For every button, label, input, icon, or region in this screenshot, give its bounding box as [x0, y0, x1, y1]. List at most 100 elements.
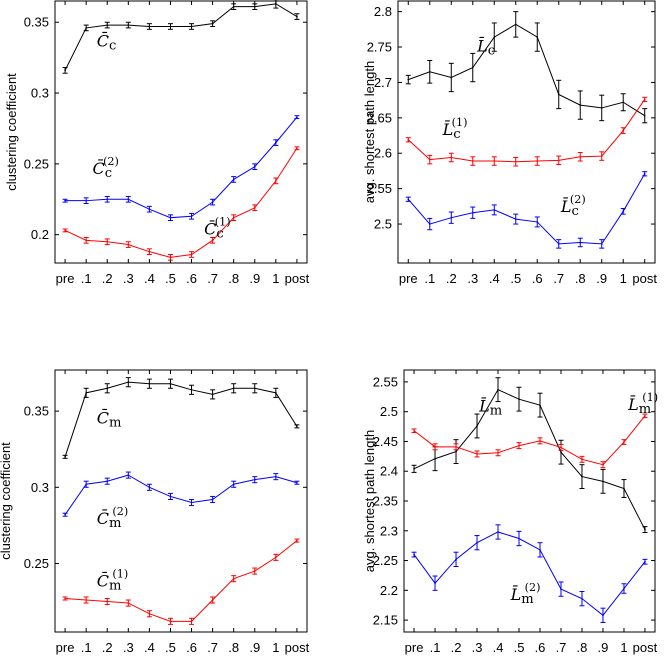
data-point	[557, 243, 560, 245]
data-point	[106, 480, 109, 482]
data-point	[518, 537, 520, 540]
error-bar	[62, 228, 68, 233]
error-bar	[620, 93, 626, 112]
data-point	[106, 198, 109, 201]
error-bar	[189, 617, 195, 625]
data-point	[64, 69, 66, 72]
data-point	[190, 25, 193, 28]
error-bar	[599, 94, 605, 122]
data-point	[232, 483, 235, 486]
y-axis-label: avg. shortest path length	[362, 430, 377, 572]
data-point	[148, 382, 151, 385]
x-tick-label: post	[633, 640, 658, 655]
x-tick-label: .9	[596, 271, 607, 286]
data-point	[275, 141, 277, 144]
data-point	[600, 107, 603, 109]
data-point	[232, 577, 235, 580]
error-bar	[620, 127, 626, 134]
x-tick-label: .3	[123, 640, 134, 655]
data-point	[85, 392, 87, 394]
data-point	[85, 239, 87, 242]
data-point	[127, 381, 130, 383]
y-axis-label: avg. shortest path length	[362, 61, 377, 203]
data-point	[560, 588, 562, 590]
error-bar	[189, 23, 195, 30]
data-point	[557, 93, 560, 96]
data-point	[579, 155, 582, 158]
error-bar	[210, 389, 216, 400]
error-bar	[125, 21, 131, 29]
data-point	[275, 180, 277, 182]
x-tick-label: .1	[424, 271, 435, 286]
error-bar	[470, 156, 476, 166]
error-bar	[405, 137, 411, 143]
data-point	[232, 5, 235, 8]
data-point	[581, 475, 583, 478]
data-point	[455, 446, 457, 448]
error-bar	[210, 198, 216, 206]
x-tick-label: .7	[556, 640, 567, 655]
data-point	[64, 597, 66, 600]
error-bar	[556, 239, 562, 249]
error-bar	[83, 237, 89, 244]
error-bar	[558, 439, 564, 465]
series-line	[407, 99, 646, 163]
data-point	[471, 211, 474, 214]
axes-frame	[54, 369, 308, 633]
error-bar	[642, 108, 648, 124]
y-tick-label: 0.25	[24, 556, 49, 571]
series-annotation: L̄c	[476, 34, 495, 58]
error-bar	[273, 0, 279, 9]
x-tick-label: .7	[207, 271, 218, 286]
series-2	[62, 146, 300, 261]
data-point	[127, 198, 130, 201]
error-bar	[62, 198, 68, 203]
data-point	[169, 620, 172, 623]
error-bar	[104, 238, 110, 246]
data-point	[450, 216, 453, 219]
error-bar	[427, 59, 433, 84]
y-tick-label: 0.25	[24, 156, 49, 171]
error-bar	[470, 52, 476, 83]
data-point	[476, 425, 478, 427]
x-tick-label: .6	[186, 640, 197, 655]
series-annotation: C̄c(1)	[204, 216, 230, 242]
error-bar	[558, 581, 564, 597]
error-bar	[516, 442, 522, 450]
x-tick-label: .3	[472, 640, 483, 655]
data-point	[579, 241, 582, 244]
series-line	[407, 173, 646, 245]
x-tick-label: .1	[81, 640, 92, 655]
data-point	[539, 440, 541, 442]
data-point	[106, 240, 109, 243]
error-bar	[642, 171, 648, 177]
error-bar	[558, 443, 564, 451]
error-bar	[642, 96, 648, 103]
series-1	[405, 96, 648, 167]
error-bar	[273, 177, 279, 185]
error-bar	[453, 439, 459, 464]
data-point	[600, 243, 603, 245]
y-tick-label: 0.2	[31, 227, 49, 242]
x-tick-label: .9	[249, 640, 260, 655]
error-bar	[294, 480, 300, 485]
error-bar	[432, 575, 438, 591]
error-bar	[294, 424, 300, 429]
data-point	[190, 253, 193, 256]
error-bar	[411, 551, 417, 558]
x-tick-label: pre	[399, 271, 418, 286]
data-point	[450, 156, 453, 159]
data-point	[493, 160, 496, 162]
error-bar	[167, 378, 173, 389]
error-bar	[83, 480, 89, 488]
error-bar	[210, 20, 216, 27]
series-1	[62, 115, 300, 222]
data-point	[85, 599, 87, 601]
x-tick-label: .5	[514, 640, 525, 655]
error-bar	[125, 377, 131, 388]
y-tick-label: 2.55	[367, 181, 392, 196]
data-point	[106, 24, 109, 26]
x-tick-label: .2	[102, 271, 113, 286]
data-point	[518, 444, 520, 447]
data-point	[64, 199, 66, 202]
